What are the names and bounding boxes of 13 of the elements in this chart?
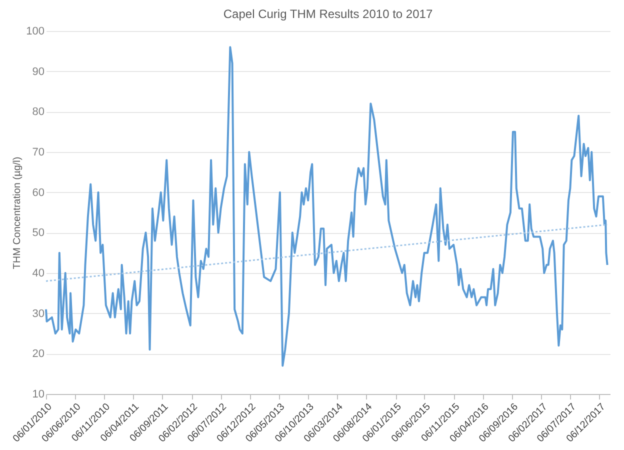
line-series [45,46,608,367]
y-axis-title: THM Concentration (µg/l) [12,156,24,270]
chart-title: Capel Curig THM Results 2010 to 2017 [223,7,433,21]
y-tick-label: 90 [32,66,44,78]
y-tick-label: 100 [26,26,44,38]
y-tick-label: 80 [32,106,44,118]
y-tick-label: 20 [32,348,44,360]
y-tick-label: 10 [32,388,44,400]
y-tick-label: 70 [32,146,44,158]
y-tick-label: 60 [32,186,44,199]
y-tick-label: 40 [32,268,44,280]
y-tick-label: 30 [32,308,44,320]
y-tick-label: 50 [32,227,44,240]
